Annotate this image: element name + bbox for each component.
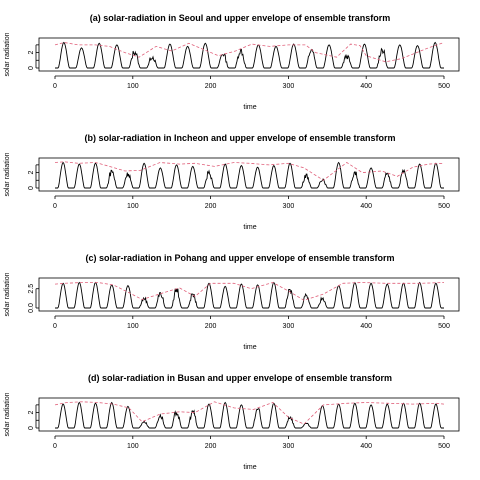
x-tick-label: 0 <box>53 323 57 330</box>
x-tick-label: 100 <box>127 83 139 90</box>
x-tick-label: 500 <box>438 83 450 90</box>
x-tick-label: 100 <box>127 323 139 330</box>
x-tick-label: 400 <box>360 83 372 90</box>
chart-panel-1: (a) solar-radiation in Seoul and upper e… <box>4 13 459 111</box>
x-tick-label: 200 <box>205 83 217 90</box>
solar-radiation-series <box>55 283 444 309</box>
x-tick-label: 200 <box>205 323 217 330</box>
upper-envelope-series <box>55 162 444 181</box>
chart-panel-3: (c) solar-radiation in Pohang and upper … <box>4 253 459 351</box>
y-tick-label: 2 <box>28 171 35 175</box>
solar-radiation-series <box>55 403 444 429</box>
chart-panel-4: (d) solar-radiation in Busan and upper e… <box>4 373 459 471</box>
chart-title: (d) solar-radiation in Busan and upper e… <box>88 373 392 383</box>
x-tick-label: 400 <box>360 203 372 210</box>
x-tick-label: 0 <box>53 443 57 450</box>
solar-radiation-series <box>55 163 444 189</box>
x-tick-label: 300 <box>283 323 295 330</box>
x-tick-label: 400 <box>360 443 372 450</box>
y-tick-label: 2 <box>28 411 35 415</box>
y-axis-label: solar radiation <box>4 272 11 316</box>
x-axis-label: time <box>243 464 256 471</box>
y-tick-label: 2 <box>28 51 35 55</box>
x-tick-label: 300 <box>283 83 295 90</box>
y-axis-label: solar radiation <box>4 392 11 436</box>
chart-panel-2: (b) solar-radiation in Incheon and upper… <box>4 133 459 231</box>
x-tick-label: 100 <box>127 443 139 450</box>
y-tick-label: 0 <box>28 66 35 70</box>
y-tick-label: 0 <box>28 426 35 430</box>
chart-title: (c) solar-radiation in Pohang and upper … <box>85 253 394 263</box>
y-tick-label: 0 <box>28 186 35 190</box>
y-tick-label: 2.5 <box>28 284 35 294</box>
x-tick-label: 200 <box>205 203 217 210</box>
x-tick-label: 500 <box>438 443 450 450</box>
x-tick-label: 300 <box>283 443 295 450</box>
x-tick-label: 0 <box>53 83 57 90</box>
solar-radiation-series <box>55 43 444 69</box>
x-axis-label: time <box>243 104 256 111</box>
x-tick-label: 200 <box>205 443 217 450</box>
x-axis-label: time <box>243 224 256 231</box>
upper-envelope-series <box>55 283 444 301</box>
x-tick-label: 500 <box>438 203 450 210</box>
chart-title: (a) solar-radiation in Seoul and upper e… <box>90 13 391 23</box>
x-tick-label: 500 <box>438 323 450 330</box>
x-tick-label: 300 <box>283 203 295 210</box>
y-axis-label: solar radiation <box>4 32 11 76</box>
y-tick-label: 0.0 <box>28 303 35 313</box>
x-axis-label: time <box>243 344 256 351</box>
chart-title: (b) solar-radiation in Incheon and upper… <box>84 133 395 143</box>
x-tick-label: 100 <box>127 203 139 210</box>
y-axis-label: solar radiation <box>4 152 11 196</box>
x-tick-label: 0 <box>53 203 57 210</box>
x-tick-label: 400 <box>360 323 372 330</box>
